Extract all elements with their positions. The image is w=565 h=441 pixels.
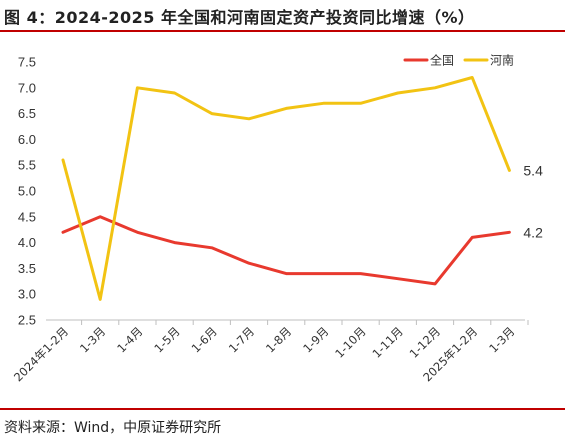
x-tick-label: 1-5月 xyxy=(151,324,182,355)
y-tick-label: 6.0 xyxy=(18,132,36,147)
y-tick-label: 5.5 xyxy=(18,158,36,173)
source-rule xyxy=(0,408,565,410)
x-tick-label: 1-3月 xyxy=(486,324,517,355)
y-tick-label: 3.0 xyxy=(18,287,36,302)
x-tick-label: 1-12月 xyxy=(407,324,443,360)
series-line-henan xyxy=(61,76,511,301)
y-tick-label: 5.0 xyxy=(18,184,36,199)
line-chart: 2.5 3.0 3.5 4.0 4.5 5.0 5.5 6.0 6.5 7.0 7.5 2024年1-… xyxy=(11,53,543,385)
chart-title: 图 4：2024-2025 年全国和河南固定资产投资同比增速（%） xyxy=(4,8,475,27)
x-tick-label: 1-11月 xyxy=(369,324,405,360)
y-tick-label: 7.0 xyxy=(18,80,36,95)
x-tick-label: 1-6月 xyxy=(189,324,220,355)
source-note: 资料来源：Wind，中原证券研究所 xyxy=(4,420,222,436)
y-tick-label: 7.5 xyxy=(18,55,36,70)
x-tick-label: 2024年1-2月 xyxy=(11,324,71,384)
x-tick-label: 1-9月 xyxy=(300,324,331,355)
legend-label-national: 全国 xyxy=(430,53,454,68)
y-tick-label: 4.5 xyxy=(18,209,36,224)
end-label-national: 4.2 xyxy=(523,224,543,240)
end-label-henan: 5.4 xyxy=(523,162,543,178)
y-tick-label: 3.5 xyxy=(18,261,36,276)
x-tick-label: 1-7月 xyxy=(226,324,257,355)
y-tick-label: 6.5 xyxy=(18,106,36,121)
y-tick-label: 4.0 xyxy=(18,235,36,250)
x-tick-label: 1-8月 xyxy=(263,324,294,355)
title-rule xyxy=(0,30,565,32)
legend-label-henan: 河南 xyxy=(490,53,514,68)
x-tick-label: 1-10月 xyxy=(332,324,368,360)
x-tick-label: 1-4月 xyxy=(114,324,145,355)
x-tick-label: 1-3月 xyxy=(77,324,108,355)
series-line-national xyxy=(61,215,511,286)
y-tick-label: 2.5 xyxy=(18,313,36,328)
